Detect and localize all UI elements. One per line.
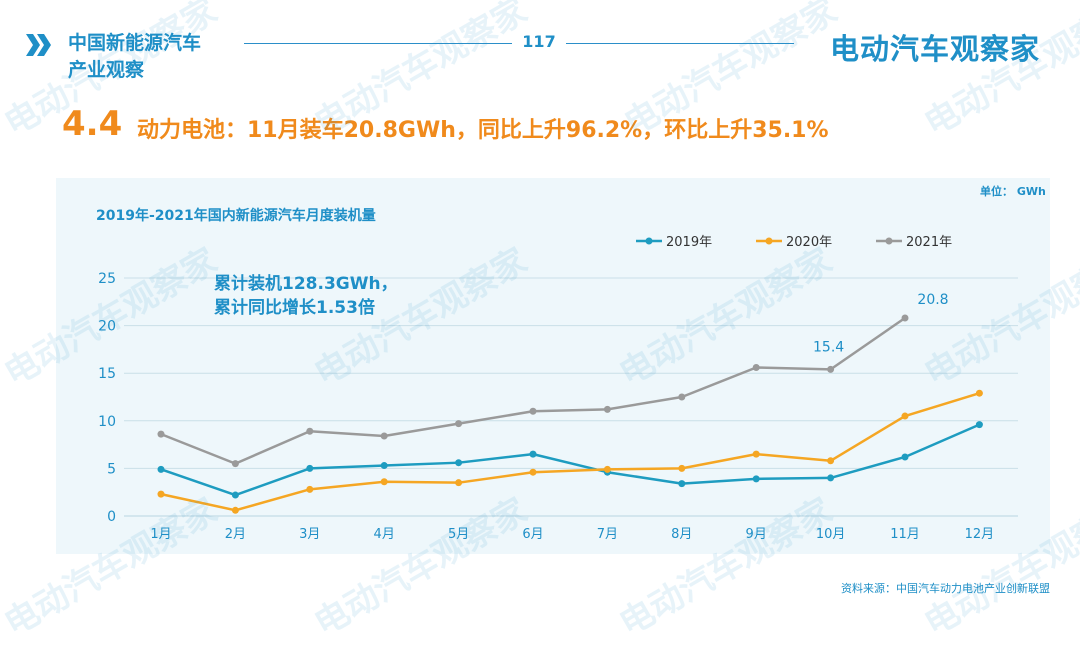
data-point	[455, 420, 463, 428]
y-tick-label: 0	[107, 509, 116, 525]
brand-left: 中国新能源汽车 产业观察	[68, 30, 201, 84]
header-divider-left	[244, 43, 512, 44]
data-point	[306, 485, 314, 493]
series-line	[160, 423, 980, 497]
data-point	[380, 478, 388, 486]
x-tick-label: 3月	[299, 527, 320, 542]
data-point	[603, 405, 611, 413]
series-line	[160, 391, 980, 512]
data-point	[901, 314, 909, 322]
data-point	[975, 389, 983, 397]
data-point	[157, 490, 165, 498]
x-tick-label: 9月	[746, 527, 767, 542]
data-point	[752, 363, 760, 371]
y-tick-label: 25	[98, 271, 116, 287]
line-chart: 0 5 10 15 20 25 1月 2月 3月 4月 5月 6月 7月 8月 9月 10月 11月 12月 15.…	[98, 235, 1018, 542]
annotation-line2: 累计同比增长1.53倍	[214, 298, 375, 318]
data-point	[231, 506, 239, 514]
data-label: 15.4	[813, 339, 844, 355]
data-point	[380, 432, 388, 440]
brand-left-line2: 产业观察	[68, 59, 145, 81]
data-point	[678, 393, 686, 401]
page-number: 117	[522, 32, 556, 51]
data-label: 20.8	[917, 292, 948, 308]
data-point	[975, 421, 983, 429]
annotation-line1: 累计装机128.3GWh，	[214, 274, 398, 294]
section-number: 4.4	[62, 104, 123, 144]
x-tick-label: 1月	[150, 527, 171, 542]
x-tick-label: 4月	[374, 527, 395, 542]
data-point	[827, 457, 835, 465]
double-chevron-icon	[26, 34, 51, 56]
data-point	[827, 474, 835, 482]
x-tick-label: 5月	[448, 527, 469, 542]
data-point	[157, 465, 165, 473]
x-tick-label: 11月	[890, 527, 920, 542]
y-tick-label: 20	[98, 319, 116, 335]
header-divider-right	[566, 43, 794, 44]
data-point	[306, 427, 314, 435]
brand-left-line1: 中国新能源汽车	[68, 32, 202, 54]
y-tick-label: 15	[98, 366, 116, 382]
legend-swatch-dot	[765, 237, 773, 245]
data-point	[752, 450, 760, 458]
data-point	[231, 491, 239, 499]
legend-swatch-dot	[885, 237, 893, 245]
section-headline: 动力电池：11月装车20.8GWh，同比上升96.2%，环比上升35.1%	[137, 118, 829, 143]
x-tick-label: 12月	[965, 527, 995, 542]
x-tick-label: 7月	[597, 527, 618, 542]
data-point	[678, 464, 686, 472]
series-line	[160, 316, 906, 465]
data-point	[752, 475, 760, 483]
legend-label: 2021年	[906, 235, 952, 250]
unit-label: 单位： GWh	[980, 185, 1046, 198]
data-point	[529, 468, 537, 476]
legend-swatch-dot	[645, 237, 653, 245]
data-point	[306, 464, 314, 472]
legend-label: 2020年	[786, 235, 832, 250]
data-point	[827, 365, 835, 373]
data-point	[529, 450, 537, 458]
chart-title: 2019年-2021年国内新能源汽车月度装机量	[96, 208, 376, 224]
brand-logo-text: 电动汽车观察家	[829, 32, 1040, 66]
x-tick-label: 6月	[522, 527, 543, 542]
data-point	[901, 412, 909, 420]
x-tick-label: 8月	[671, 527, 692, 542]
legend-label: 2019年	[666, 235, 712, 250]
data-point	[231, 460, 239, 468]
y-tick-label: 5	[107, 461, 116, 477]
y-tick-label: 10	[98, 414, 116, 430]
data-point	[678, 480, 686, 488]
source-note: 资料来源：中国汽车动力电池产业创新联盟	[841, 582, 1050, 595]
data-point	[380, 462, 388, 470]
data-point	[901, 453, 909, 461]
data-point	[529, 407, 537, 415]
data-point	[455, 479, 463, 487]
cumulative-annotation: 累计装机128.3GWh， 累计同比增长1.53倍	[214, 272, 398, 320]
x-tick-label: 2月	[225, 527, 246, 542]
data-point	[157, 430, 165, 438]
x-tick-label: 10月	[816, 527, 846, 542]
data-point	[603, 465, 611, 473]
data-point	[455, 459, 463, 467]
